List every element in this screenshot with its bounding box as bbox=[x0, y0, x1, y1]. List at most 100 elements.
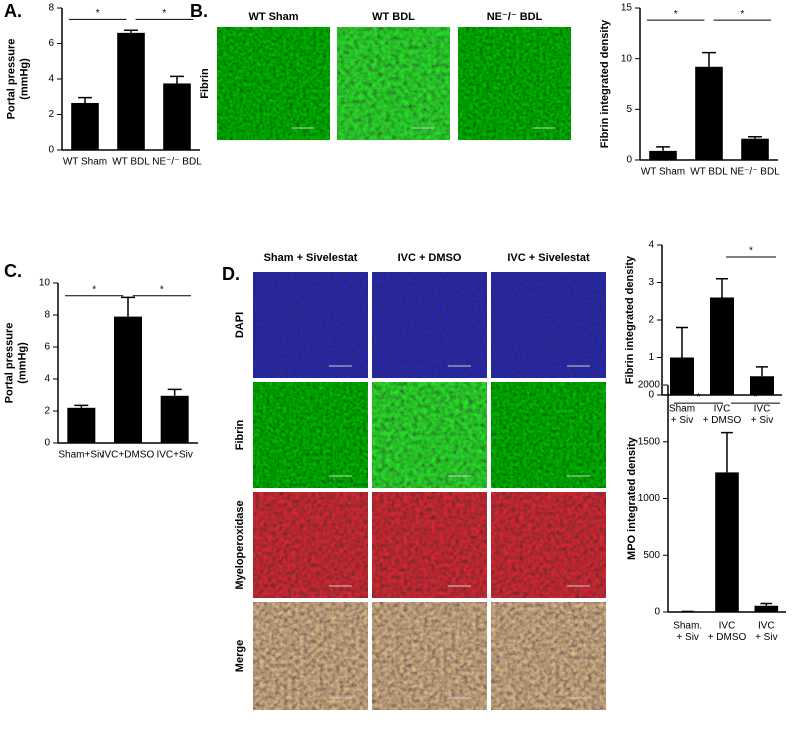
y-tick-label: 2 bbox=[48, 109, 54, 120]
x-tick-label: WT Sham bbox=[641, 167, 685, 178]
error-bar bbox=[170, 75, 184, 84]
significance-label: * bbox=[697, 392, 701, 403]
column-label: NE⁻/⁻ BDL bbox=[487, 11, 543, 23]
micrograph-texture bbox=[372, 272, 487, 378]
error-bar bbox=[74, 404, 89, 408]
row-label: Merge bbox=[234, 640, 246, 672]
x-tick-label: Sham+Siv bbox=[58, 450, 104, 461]
y-axis-label: Portal pressure(mmHg) bbox=[4, 323, 29, 404]
bar bbox=[750, 376, 774, 395]
micrograph-texture bbox=[491, 492, 606, 598]
bar bbox=[163, 83, 191, 150]
bar bbox=[117, 32, 145, 150]
x-tick-label: IVC + DMSO bbox=[708, 620, 747, 643]
bar bbox=[754, 605, 779, 612]
y-tick-label: 4 bbox=[48, 74, 54, 85]
y-tick-label: 8 bbox=[48, 3, 54, 14]
y-tick-label: 6 bbox=[44, 342, 50, 353]
y-axis-label: MPO integrated density bbox=[626, 436, 638, 560]
y-tick-label: 3 bbox=[648, 277, 654, 288]
y-tick-label: 2000 bbox=[638, 380, 661, 391]
significance-label: * bbox=[162, 8, 166, 19]
micrograph-texture bbox=[372, 602, 487, 710]
micrograph-texture bbox=[372, 492, 487, 598]
micrograph-texture bbox=[491, 382, 606, 488]
y-tick-label: 0 bbox=[44, 438, 50, 449]
significance-label: * bbox=[674, 9, 678, 20]
y-tick-label: 1000 bbox=[638, 493, 661, 504]
micrograph-texture bbox=[253, 492, 368, 598]
error-bar bbox=[702, 51, 716, 67]
y-tick-label: 1500 bbox=[638, 436, 661, 447]
bar bbox=[715, 472, 739, 612]
error-bar bbox=[656, 146, 670, 151]
micrograph-texture bbox=[337, 27, 450, 140]
y-tick-label: 500 bbox=[643, 550, 660, 561]
error-bar bbox=[676, 326, 688, 358]
y-tick-label: 2 bbox=[648, 315, 654, 326]
bar bbox=[741, 138, 769, 160]
error-bar bbox=[748, 135, 762, 139]
y-tick-label: 5 bbox=[626, 104, 632, 115]
row-label: Myeloperoxidase bbox=[234, 500, 246, 589]
micrograph-texture bbox=[372, 382, 487, 488]
bar bbox=[695, 66, 723, 160]
y-axis-label: Fibrin integrated density bbox=[599, 19, 611, 148]
x-tick-label: WT BDL bbox=[690, 167, 728, 178]
row-label: Fibrin bbox=[199, 68, 211, 99]
x-tick-label: WT BDL bbox=[112, 157, 150, 168]
y-tick-label: 0 bbox=[648, 390, 654, 401]
x-tick-label: IVC+Siv bbox=[156, 450, 192, 461]
y-tick-label: 0 bbox=[654, 607, 660, 618]
error-bar bbox=[756, 366, 768, 377]
y-tick-label: 10 bbox=[621, 53, 633, 64]
y-tick-label: 1 bbox=[648, 352, 654, 363]
panel-label: D. bbox=[222, 264, 240, 284]
y-tick-label: 6 bbox=[48, 38, 54, 49]
micrograph-texture bbox=[491, 272, 606, 378]
y-axis-label: Fibrin integrated density bbox=[624, 255, 636, 384]
y-tick-label: 8 bbox=[44, 310, 50, 321]
micrograph-texture bbox=[491, 602, 606, 710]
column-label: WT Sham bbox=[248, 11, 298, 23]
significance-label: * bbox=[160, 284, 164, 295]
significance-label: * bbox=[740, 9, 744, 20]
y-tick-label: 2 bbox=[44, 406, 50, 417]
x-tick-label: Sham + Siv bbox=[669, 403, 695, 426]
column-label: Sham + Sivelestat bbox=[264, 252, 358, 264]
micrograph-texture bbox=[458, 27, 571, 140]
column-label: WT BDL bbox=[372, 11, 415, 23]
error-bar bbox=[78, 96, 92, 103]
row-label: DAPI bbox=[234, 312, 246, 338]
error-bar bbox=[167, 388, 182, 396]
error-bar bbox=[121, 296, 135, 317]
error-bar bbox=[760, 602, 773, 606]
column-label: IVC + Sivelestat bbox=[507, 252, 590, 264]
x-tick-label: IVC + DMSO bbox=[703, 403, 742, 426]
significance-label: * bbox=[96, 8, 100, 19]
bar bbox=[649, 150, 677, 160]
micrograph-texture bbox=[253, 602, 368, 710]
x-tick-label: NE⁻/⁻ BDL bbox=[152, 157, 202, 168]
micrograph-texture bbox=[253, 272, 368, 378]
x-tick-label: Sham. + Siv bbox=[673, 620, 702, 643]
panel-label: B. bbox=[190, 1, 208, 21]
bar bbox=[160, 395, 189, 443]
y-tick-label: 0 bbox=[626, 155, 632, 166]
panel-label: C. bbox=[4, 261, 22, 281]
bar bbox=[670, 357, 694, 395]
x-tick-label: WT Sham bbox=[63, 157, 107, 168]
significance-label: * bbox=[749, 246, 753, 257]
bar bbox=[114, 316, 142, 443]
column-label: IVC + DMSO bbox=[398, 252, 462, 264]
y-tick-label: 10 bbox=[39, 278, 51, 289]
y-axis-label: Portal pressure(mmHg) bbox=[6, 39, 31, 120]
bar bbox=[710, 297, 734, 395]
error-bar bbox=[721, 431, 733, 473]
y-tick-label: 0 bbox=[48, 145, 54, 156]
bar bbox=[67, 407, 96, 443]
x-tick-label: NE⁻/⁻ BDL bbox=[730, 167, 780, 178]
significance-label: * bbox=[754, 392, 758, 403]
y-tick-label: 4 bbox=[648, 240, 654, 251]
